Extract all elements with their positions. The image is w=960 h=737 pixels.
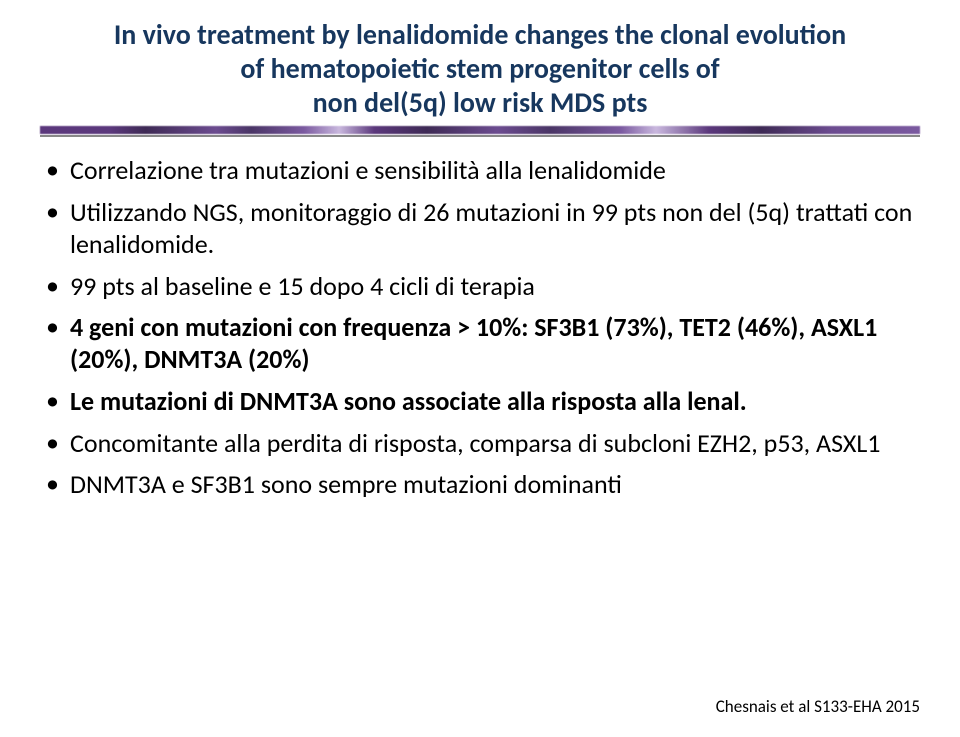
- divider-line: [40, 135, 920, 137]
- divider-image-strip: [40, 126, 920, 134]
- citation: Chesnais et al S133-EHA 2015: [716, 696, 920, 717]
- bullet-text: Utilizzando NGS, monitoraggio di 26 muta…: [70, 196, 912, 260]
- bullet-item: 99 pts al baseline e 15 dopo 4 cicli di …: [40, 271, 920, 303]
- divider: [40, 126, 920, 137]
- bullet-text: 4 geni con mutazioni con frequenza > 10%…: [70, 311, 877, 375]
- bullet-item: DNMT3A e SF3B1 sono sempre mutazioni dom…: [40, 469, 920, 501]
- bullet-item: Correlazione tra mutazioni e sensibilità…: [40, 155, 920, 187]
- slide-title: In vivo treatment by lenalidomide change…: [40, 18, 920, 120]
- bullet-item: Utilizzando NGS, monitoraggio di 26 muta…: [40, 197, 920, 260]
- bullet-text: Le mutazioni di DNMT3A sono associate al…: [70, 385, 747, 417]
- title-line-3: non del(5q) low risk MDS pts: [40, 86, 920, 120]
- bullet-item: 4 geni con mutazioni con frequenza > 10%…: [40, 312, 920, 375]
- title-line-1: In vivo treatment by lenalidomide change…: [40, 18, 920, 52]
- bullet-text: Concomitante alla perdita di risposta, c…: [70, 427, 880, 459]
- title-line-2: of hematopoietic stem progenitor cells o…: [40, 52, 920, 86]
- bullet-item: Le mutazioni di DNMT3A sono associate al…: [40, 386, 920, 418]
- slide: In vivo treatment by lenalidomide change…: [0, 0, 960, 737]
- bullet-text: 99 pts al baseline e 15 dopo 4 cicli di …: [70, 270, 535, 302]
- bullet-list: Correlazione tra mutazioni e sensibilità…: [40, 155, 920, 500]
- bullet-text: DNMT3A e SF3B1 sono sempre mutazioni dom…: [70, 468, 622, 500]
- bullet-item: Concomitante alla perdita di risposta, c…: [40, 428, 920, 460]
- bullet-text: Correlazione tra mutazioni e sensibilità…: [70, 154, 666, 186]
